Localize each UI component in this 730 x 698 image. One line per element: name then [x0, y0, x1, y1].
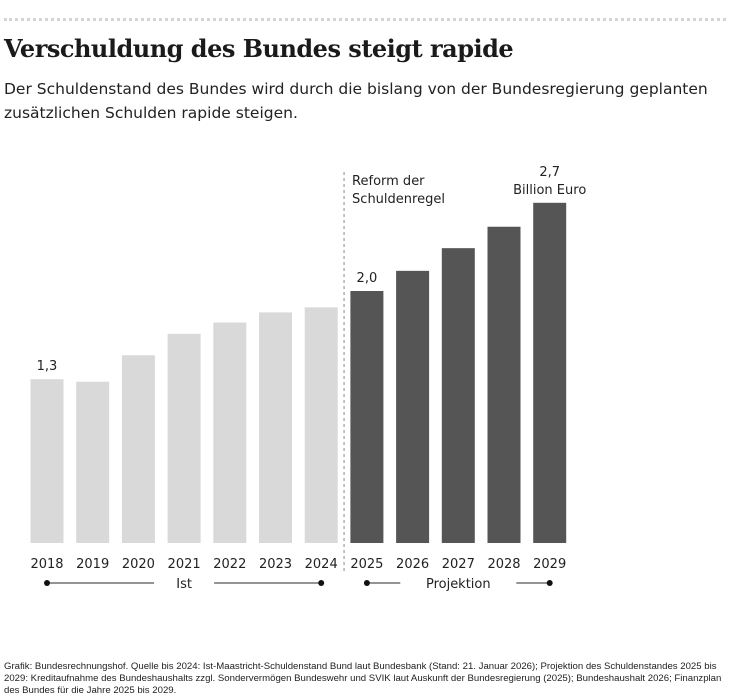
- group-dot-end-Projektion: [546, 580, 553, 586]
- bar-2028: [487, 226, 521, 544]
- source-note: Grafik: Bundesrechnungshof. Quelle bis 2…: [4, 661, 722, 696]
- chart-title: Verschuldung des Bundes steigt rapide: [4, 34, 514, 63]
- group-label-Projektion: Projektion: [426, 577, 491, 592]
- group-dot-start-Ist: [44, 580, 50, 586]
- bar-2026: [396, 270, 430, 543]
- bar-2027: [441, 248, 475, 543]
- group-label-Ist: Ist: [176, 577, 192, 592]
- bar-2029: [533, 202, 567, 544]
- data-label-2018: 1,3: [37, 359, 58, 374]
- x-tick-2025: 2025: [350, 557, 383, 572]
- x-tick-2021: 2021: [168, 557, 201, 572]
- bar-2022: [213, 322, 247, 543]
- x-tick-2023: 2023: [259, 557, 292, 572]
- annotation-line-1: Reform der: [352, 174, 425, 189]
- unit-label: Billion Euro: [513, 183, 586, 198]
- bar-2019: [76, 381, 110, 543]
- bar-2023: [259, 312, 292, 543]
- data-label-2025: 2,0: [357, 271, 378, 286]
- bar-2025: [350, 291, 384, 543]
- bar-2024: [304, 307, 338, 543]
- x-tick-2024: 2024: [305, 557, 338, 572]
- data-label-2029: 2,7: [539, 165, 560, 180]
- x-tick-2018: 2018: [30, 557, 63, 572]
- group-dot-start-Projektion: [363, 580, 370, 586]
- x-tick-2020: 2020: [122, 557, 155, 572]
- annotation-line-2: Schuldenregel: [352, 192, 445, 207]
- x-tick-2019: 2019: [76, 557, 109, 572]
- chart-subtitle: Der Schuldenstand des Bundes wird durch …: [4, 80, 708, 122]
- group-dot-end-Ist: [318, 580, 325, 586]
- bar-chart: 2018 1,3 2019 2020 2021 2022 2023 2024 2025 2,0 20…: [30, 165, 586, 592]
- x-tick-2027: 2027: [442, 557, 475, 572]
- x-tick-2022: 2022: [213, 557, 246, 572]
- x-tick-2029: 2029: [533, 557, 566, 572]
- x-tick-2026: 2026: [396, 557, 429, 572]
- top-divider: [4, 18, 726, 21]
- x-tick-2028: 2028: [487, 557, 520, 572]
- bar-2020: [121, 355, 155, 543]
- bar-2021: [167, 333, 201, 543]
- bar-2018: [30, 379, 64, 543]
